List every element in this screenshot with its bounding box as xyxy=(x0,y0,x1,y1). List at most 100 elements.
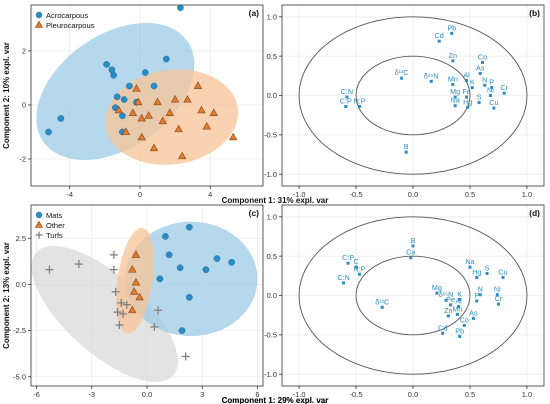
data-point xyxy=(149,143,159,152)
data-point xyxy=(129,287,139,295)
variable-label: δ¹³C xyxy=(375,297,389,306)
data-point xyxy=(165,108,175,116)
data-point xyxy=(170,94,180,103)
variable-label: C:N xyxy=(341,87,353,96)
variable-label: N:P xyxy=(353,97,365,106)
legend-marker xyxy=(35,211,43,219)
variable-point xyxy=(451,59,455,63)
variable-point xyxy=(502,91,506,95)
y-tick-label: 0.0 xyxy=(16,280,26,289)
correlation-circle xyxy=(355,255,471,336)
variable-label: S xyxy=(485,263,490,272)
x-tick-label: -0.5 xyxy=(350,390,363,399)
variable-point xyxy=(437,39,441,43)
data-point xyxy=(202,266,210,273)
variable-label: Cd xyxy=(435,31,444,40)
y-tick-label: 1.0 xyxy=(267,212,277,221)
correlation-circle xyxy=(298,16,528,175)
variable-point xyxy=(450,31,454,35)
variable-label: Hg xyxy=(463,97,472,106)
variable-point xyxy=(501,275,505,279)
variable-label: S xyxy=(477,93,482,102)
series-other xyxy=(128,250,144,314)
y-tick-label: 2.5 xyxy=(16,234,26,243)
variable-label: δ¹³C xyxy=(395,68,409,77)
data-point xyxy=(150,82,158,90)
variable-label: Mn xyxy=(448,74,458,83)
variable-point xyxy=(483,83,487,87)
data-point xyxy=(113,93,121,101)
data-point xyxy=(158,116,168,125)
variable-point xyxy=(444,298,448,302)
variable-point xyxy=(357,272,361,276)
correlation-circle xyxy=(298,216,528,375)
data-point xyxy=(131,277,141,286)
data-point xyxy=(45,265,54,274)
variable-point xyxy=(455,312,459,316)
x-tick-label: -0.5 xyxy=(350,190,363,199)
variable-label: B xyxy=(411,236,416,245)
legend-entry: Pleurocarpous xyxy=(46,21,95,30)
variable-label: N xyxy=(478,285,483,294)
data-point xyxy=(45,128,52,136)
data-point xyxy=(185,293,193,301)
variable-label: Mn xyxy=(452,304,462,313)
correlation-circle xyxy=(355,55,471,136)
variable-label: C:N xyxy=(337,273,349,282)
data-point xyxy=(110,71,117,79)
data-point xyxy=(115,321,124,330)
x-tick-label: -1.0 xyxy=(293,190,306,199)
data-point xyxy=(144,111,153,119)
panel-label: (d) xyxy=(529,208,540,218)
x-tick-label: 0.0 xyxy=(142,390,152,399)
panel-label: (b) xyxy=(529,8,540,18)
data-point xyxy=(137,113,146,122)
y-tick-label: 0.5 xyxy=(267,252,277,261)
data-point xyxy=(174,124,183,133)
panel-c: -6 -3 0.0 3 6 -5.0 -2.5 0.0 2.5 (c) Component 2: 1… xyxy=(2,204,328,404)
variable-point xyxy=(458,297,462,301)
variable-point xyxy=(342,281,346,285)
legend-entry: Turfs xyxy=(46,231,63,240)
data-point xyxy=(154,306,163,315)
data-point xyxy=(156,275,164,283)
variable-point xyxy=(411,244,415,248)
variable-label: Co xyxy=(460,315,469,324)
variable-label: B xyxy=(404,142,409,151)
variable-point xyxy=(441,331,445,335)
x-tick-label: 1.0 xyxy=(522,390,532,399)
data-point xyxy=(117,298,126,307)
plot-content xyxy=(31,221,258,382)
variable-point xyxy=(492,106,496,110)
x-tick-label: 4 xyxy=(208,190,212,199)
variable-point xyxy=(475,299,479,303)
variable-point xyxy=(477,101,481,105)
data-point xyxy=(109,250,118,259)
data-point xyxy=(193,81,203,89)
legend-marker xyxy=(35,11,43,19)
variable-point xyxy=(468,265,472,269)
y-tick-label: 2 xyxy=(22,47,26,56)
variable-point xyxy=(480,60,484,64)
data-point xyxy=(135,292,144,301)
variable-point xyxy=(453,95,457,99)
y-tick-label: -0.5 xyxy=(264,130,277,139)
data-point xyxy=(114,105,124,114)
y-tick-label: -2.5 xyxy=(13,326,26,335)
variable-label: N xyxy=(482,75,487,84)
data-point xyxy=(134,97,143,106)
y-tick-label: -0.5 xyxy=(264,330,277,339)
variable-point xyxy=(495,293,499,297)
variable-label: Ca xyxy=(406,248,415,257)
data-point xyxy=(119,112,126,120)
data-point xyxy=(183,94,192,103)
y-tick-label: 0.0 xyxy=(267,91,277,100)
variable-point xyxy=(465,95,469,99)
variable-label: Ni xyxy=(487,86,494,95)
data-point xyxy=(113,308,122,317)
